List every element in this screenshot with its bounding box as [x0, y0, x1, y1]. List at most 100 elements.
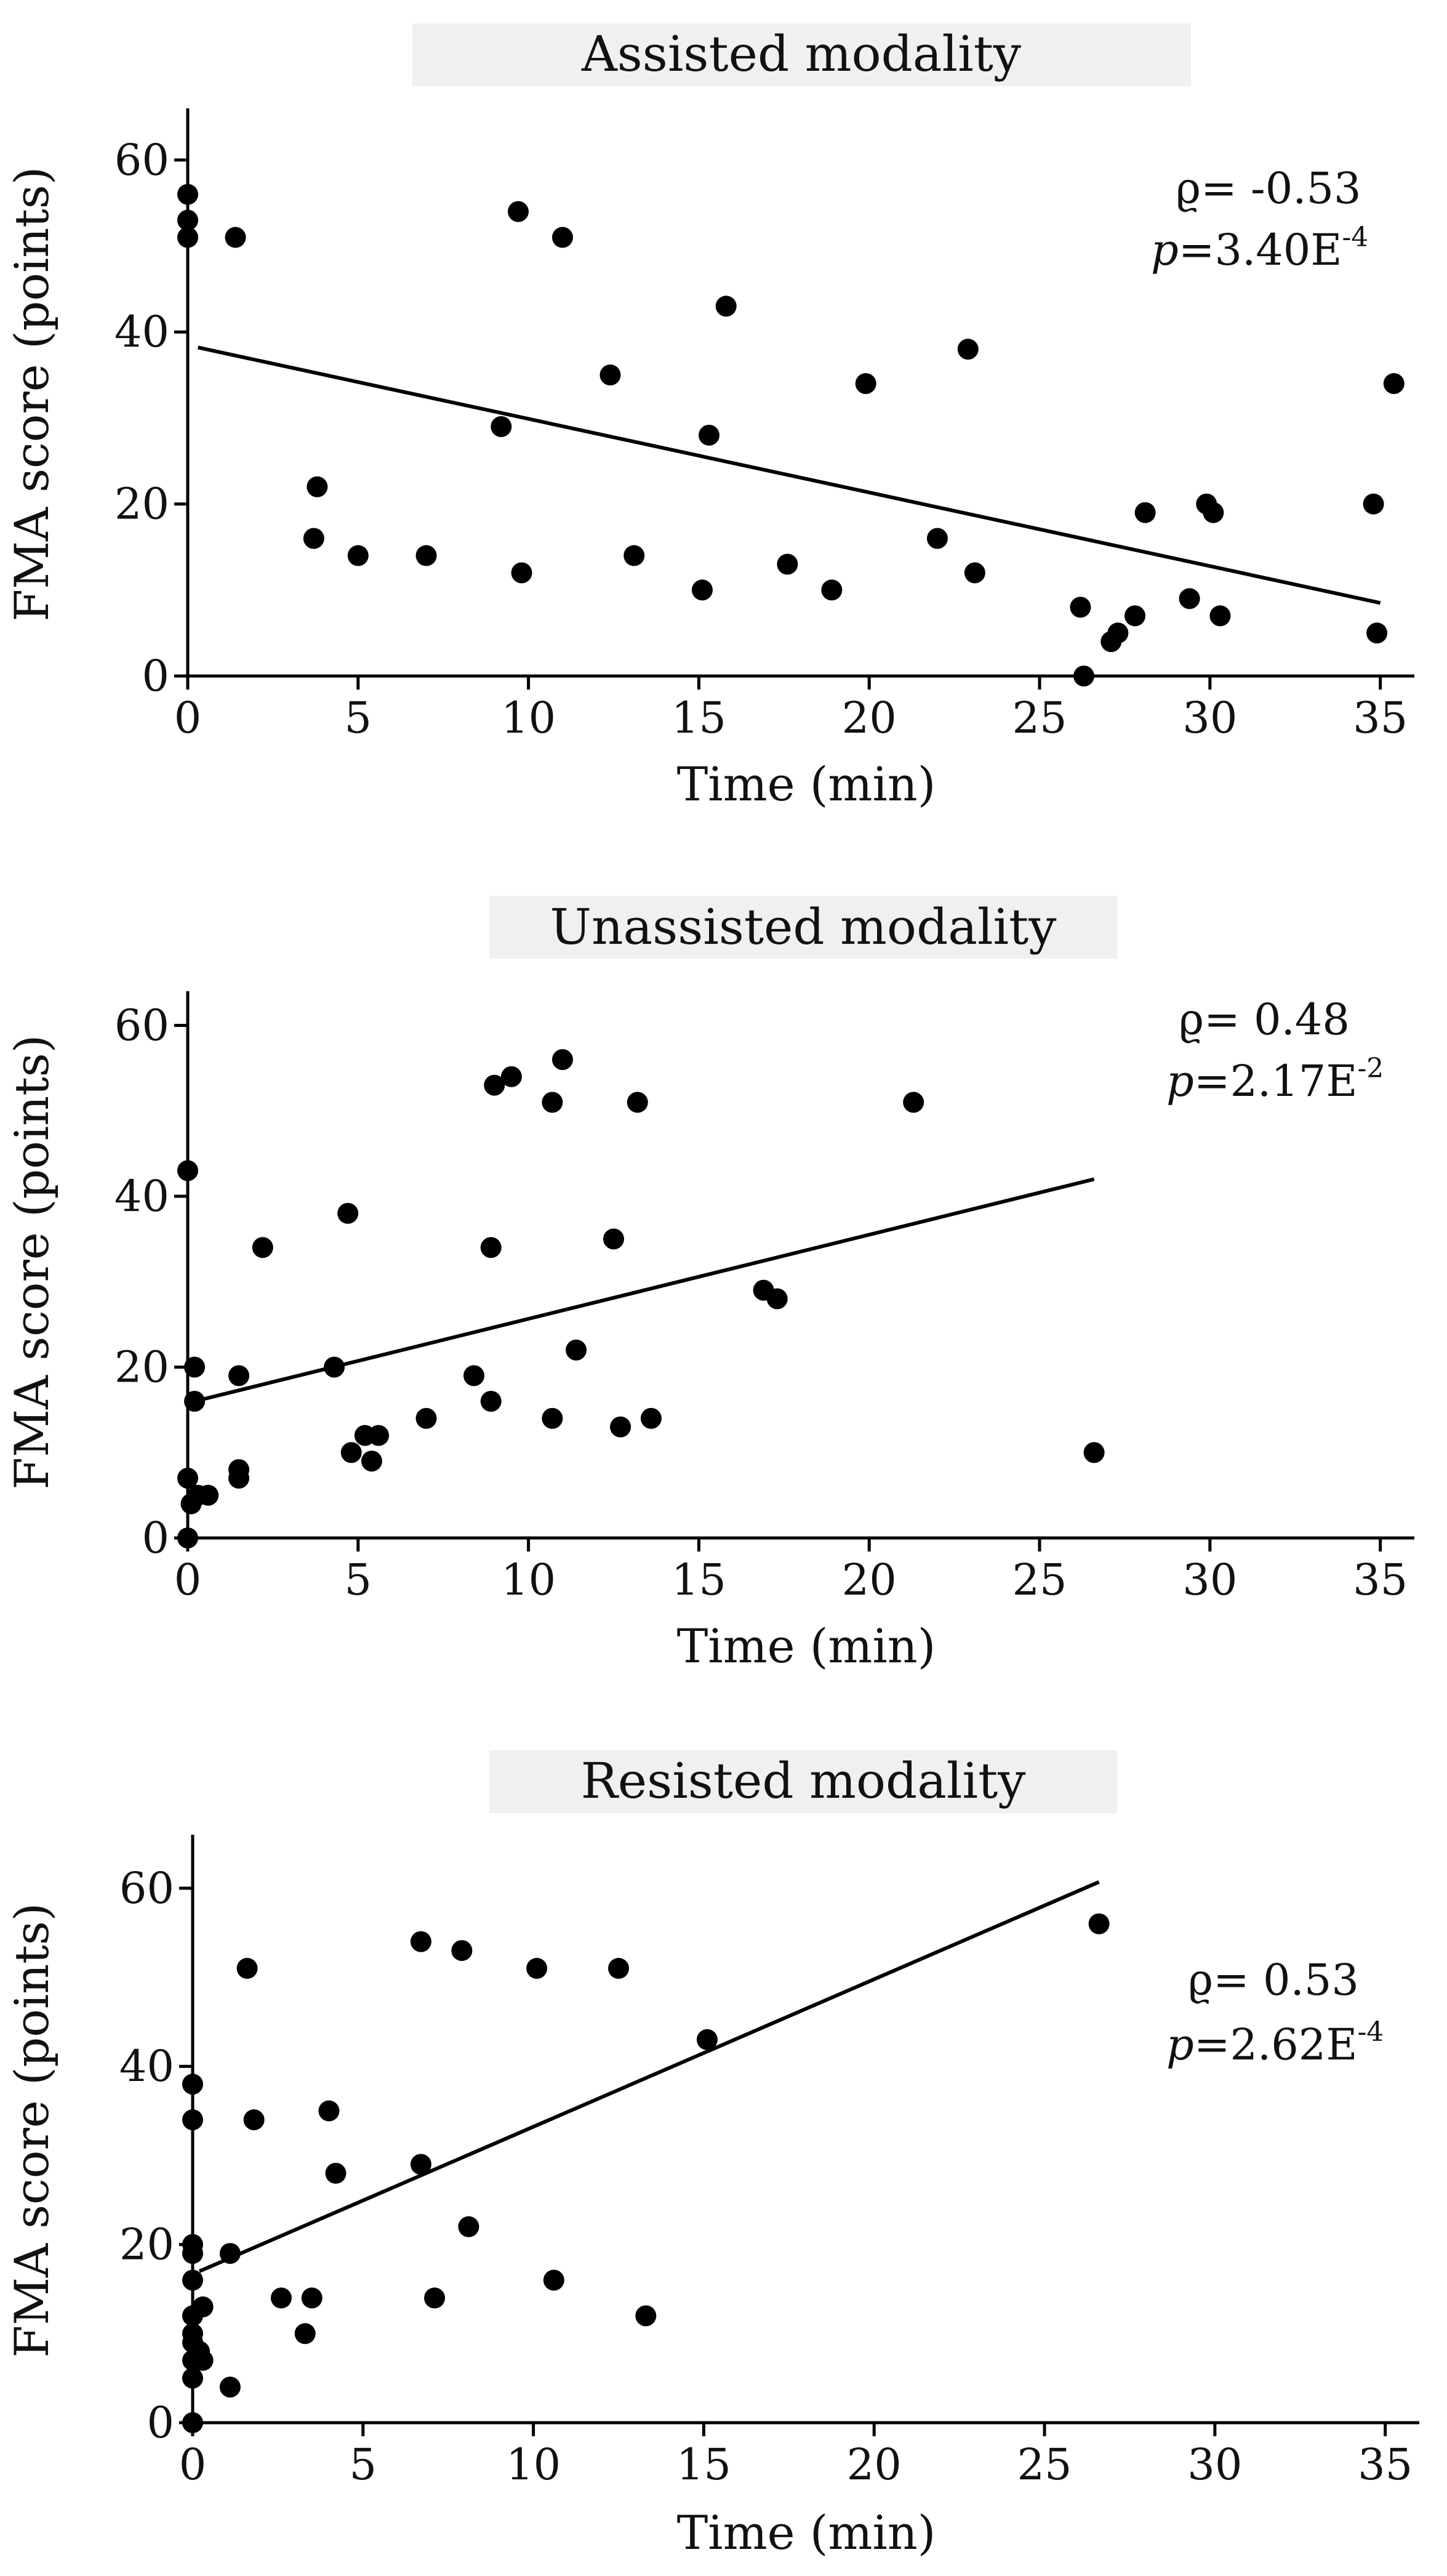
- p-symbol: p: [1151, 225, 1179, 275]
- chart-title: Resisted modality: [581, 1752, 1026, 1809]
- chart-title-box: [412, 23, 1191, 86]
- x-tick-label: 15: [676, 2439, 731, 2490]
- p-value: =2.17E: [1194, 1056, 1358, 1106]
- x-tick-label: 25: [1012, 693, 1067, 743]
- chart-title-box: [489, 1750, 1117, 1813]
- data-point: [368, 1425, 390, 1446]
- data-point: [1209, 605, 1231, 627]
- x-axis-label: Time (min): [677, 2505, 936, 2560]
- y-tick-label: 0: [142, 1513, 169, 1563]
- x-tick-label: 0: [179, 2439, 207, 2490]
- data-point: [410, 2154, 431, 2175]
- data-point: [635, 2305, 657, 2327]
- data-point: [526, 1958, 548, 1979]
- chart-panel-1: Assisted modality 0 5 10 15 20 25 30 35 0 20 40 60 Ti…: [4, 23, 1414, 811]
- data-point: [566, 1339, 587, 1361]
- data-point: [177, 209, 198, 231]
- data-point: [303, 528, 324, 549]
- x-tick-label: 20: [842, 693, 897, 743]
- data-point: [491, 416, 512, 437]
- p-value: =2.62E: [1194, 2019, 1358, 2070]
- data-point: [182, 2367, 203, 2389]
- data-point: [184, 1391, 206, 1412]
- x-tick-label: 5: [350, 2439, 377, 2490]
- data-point: [766, 1288, 788, 1310]
- data-point: [1088, 1913, 1110, 1934]
- data-point: [1083, 1442, 1105, 1463]
- y-tick-label: 60: [114, 135, 169, 185]
- y-axis-label: FMA score (points): [4, 1035, 59, 1490]
- data-point: [691, 579, 713, 601]
- x-tick-label: 0: [174, 693, 202, 743]
- data-point: [177, 227, 198, 248]
- data-point: [855, 373, 876, 395]
- data-point: [270, 2287, 292, 2309]
- data-point: [1070, 597, 1091, 618]
- x-tick-label: 25: [1017, 2439, 1072, 2490]
- x-tick-label: 30: [1182, 693, 1237, 743]
- p-symbol: p: [1166, 1056, 1194, 1106]
- data-point: [228, 1467, 250, 1489]
- data-point: [1203, 502, 1224, 523]
- x-tick-label: 25: [1012, 1555, 1067, 1605]
- data-point: [458, 2216, 479, 2237]
- y-tick-label: 0: [142, 651, 169, 701]
- data-point: [177, 1467, 198, 1489]
- y-tick-label: 60: [114, 1000, 169, 1051]
- data-point: [463, 1365, 485, 1387]
- p-value-annotation: p=3.40E-4: [1151, 222, 1368, 275]
- chart-title: Unassisted modality: [550, 898, 1057, 956]
- x-tick-label: 35: [1353, 1555, 1408, 1605]
- data-point: [225, 227, 246, 248]
- data-point: [307, 476, 328, 497]
- data-point: [415, 545, 437, 566]
- data-point: [500, 1066, 522, 1087]
- data-point: [542, 1092, 563, 1113]
- x-tick-label: 35: [1358, 2439, 1413, 2490]
- data-point: [484, 1074, 505, 1096]
- data-point: [551, 1049, 573, 1070]
- p-value: =3.40E: [1179, 225, 1342, 275]
- x-tick-label: 5: [345, 693, 372, 743]
- data-point: [821, 579, 843, 601]
- x-tick-label: 0: [174, 1555, 202, 1605]
- data-point: [340, 1442, 362, 1463]
- y-tick-label: 60: [119, 1863, 174, 1914]
- data-point: [777, 553, 798, 575]
- data-point: [198, 1484, 219, 1506]
- data-point: [184, 1356, 206, 1378]
- x-tick-label: 20: [847, 2439, 902, 2490]
- data-point: [608, 1958, 630, 1979]
- y-axis-label: FMA score (points): [4, 167, 59, 622]
- data-point: [177, 183, 198, 205]
- data-point: [424, 2287, 446, 2309]
- data-point: [551, 227, 573, 248]
- p-exponent: -2: [1357, 1053, 1384, 1084]
- data-point: [219, 2243, 241, 2264]
- y-tick-label: 20: [119, 2220, 174, 2270]
- chart-title-box: [489, 896, 1117, 959]
- data-point: [1124, 605, 1146, 627]
- trend-line: [198, 1880, 1100, 2273]
- data-point: [1134, 502, 1156, 523]
- p-exponent: -4: [1357, 2016, 1384, 2048]
- y-tick-label: 40: [119, 2041, 174, 2091]
- data-point: [182, 2243, 203, 2264]
- x-axis-label: Time (min): [677, 757, 936, 811]
- data-point: [508, 201, 529, 222]
- x-tick-label: 10: [501, 1555, 556, 1605]
- data-point: [415, 1407, 437, 1429]
- data-point: [182, 2109, 203, 2131]
- data-point: [192, 2296, 214, 2317]
- trend-line: [197, 345, 1381, 605]
- x-axis-label: Time (min): [677, 1619, 936, 1673]
- data-point: [252, 1237, 273, 1258]
- data-point: [219, 2377, 241, 2398]
- data-point: [177, 1527, 198, 1548]
- data-point: [903, 1092, 924, 1113]
- chart-panel-3: Resisted modality 0 5 10 15 20 25 30 35 0 20 40 60 Ti…: [4, 1750, 1419, 2560]
- data-point: [623, 545, 645, 566]
- x-tick-label: 10: [501, 693, 556, 743]
- data-point: [192, 2349, 214, 2371]
